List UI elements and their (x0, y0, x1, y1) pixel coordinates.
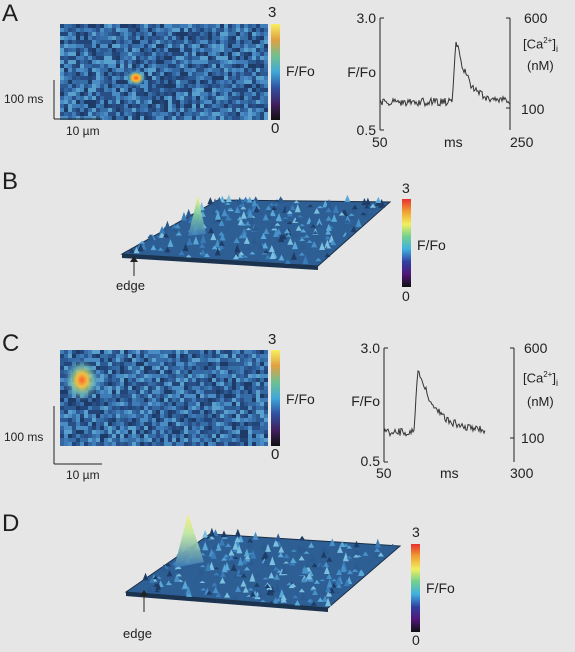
colorbar-label-a: F/Fo (286, 63, 315, 79)
trace-a-yright-label: [Ca2+]i (523, 36, 558, 54)
colorbar-a (271, 24, 280, 120)
panel-label-d: D (2, 510, 20, 537)
trace-c-yleft-bottom: 0.5 (360, 453, 380, 469)
colorbar-max-b: 3 (402, 180, 410, 196)
trace-a-xmin: 50 (372, 134, 388, 150)
colorbar-max-c: 3 (268, 331, 277, 348)
trace-c-xlabel: ms (440, 465, 459, 481)
panel-label-b: B (2, 168, 19, 195)
trace-a-yleft-top: 3.0 (356, 10, 376, 26)
edge-label-d: edge (123, 626, 152, 641)
time-scale-c: 100 ms (4, 430, 44, 444)
trace-c-yleft-label: F/Fo (351, 393, 380, 409)
scalebars-c (53, 406, 102, 465)
trace-a-yleft-label: F/Fo (347, 64, 376, 80)
linescan-image-a (60, 24, 268, 120)
edge-arrow-d (140, 590, 148, 612)
space-scale-a: 10 µm (66, 124, 100, 138)
colorbar-max-a: 3 (268, 4, 277, 21)
colorbar-max-d: 3 (412, 524, 420, 540)
trace-a-yleft-bottom: 0.5 (356, 122, 376, 138)
spark-peak-b (188, 196, 206, 236)
colorbar-d (411, 544, 420, 632)
colorbar-min-d: 0 (412, 632, 420, 648)
linescan-image-c (60, 350, 268, 446)
colorbar-label-d: F/Fo (426, 580, 455, 596)
spark-a (125, 69, 147, 87)
trace-a-yright-top: 600 (524, 10, 548, 26)
trace-plot-a (379, 17, 511, 131)
colorbar-min-a: 0 (271, 120, 280, 137)
trace-a-xlabel: ms (444, 134, 463, 150)
edge-arrow-b (130, 256, 138, 276)
panel-label-a: A (2, 0, 19, 27)
trace-c-xmax: 300 (510, 465, 534, 481)
scalebars-a (53, 80, 102, 120)
time-scale-a: 100 ms (4, 92, 44, 106)
surface-plot-d (124, 514, 402, 612)
trace-c-yright-bottom: 100 (521, 430, 545, 446)
trace-a-xmax: 250 (510, 134, 534, 150)
trace-c-yleft-top: 3.0 (360, 340, 380, 356)
colorbar-b (402, 199, 411, 287)
spark-c (64, 358, 100, 402)
trace-a-yright-unit: (nM) (527, 58, 554, 73)
colorbar-label-c: F/Fo (286, 391, 315, 407)
trace-c-xmin: 50 (376, 465, 392, 481)
spark-peak-d (174, 514, 204, 568)
trace-c-yright-label: [Ca2+]i (523, 370, 558, 388)
trace-plot-c (383, 347, 515, 463)
surface-plot-b (120, 194, 392, 270)
colorbar-min-b: 0 (402, 288, 410, 304)
edge-label-b: edge (116, 278, 145, 293)
trace-c-yright-top: 600 (524, 340, 548, 356)
colorbar-c (271, 350, 280, 446)
colorbar-min-c: 0 (271, 446, 280, 463)
trace-a-yright-bottom: 100 (521, 101, 545, 117)
panel-label-c: C (2, 330, 20, 357)
trace-c-yright-unit: (nM) (527, 394, 554, 409)
colorbar-label-b: F/Fo (417, 237, 446, 253)
space-scale-c: 10 µm (66, 468, 100, 482)
